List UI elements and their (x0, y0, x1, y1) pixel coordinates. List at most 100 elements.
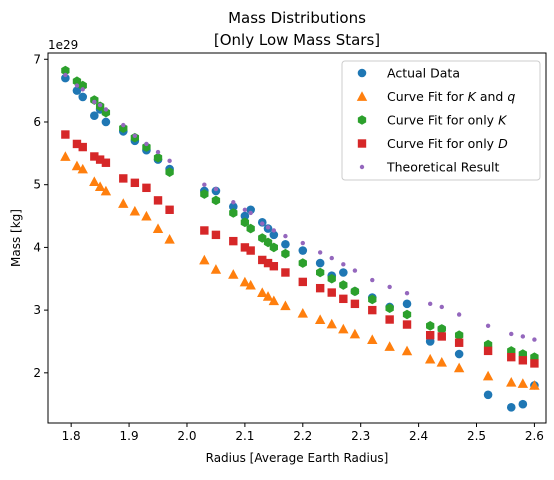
data-marks (60, 65, 540, 412)
data-point (71, 160, 83, 171)
legend-label: Actual Data (387, 66, 460, 81)
data-point (228, 269, 239, 279)
data-point (268, 295, 280, 306)
data-point (368, 294, 377, 305)
data-point (72, 139, 82, 149)
data-point (454, 330, 464, 340)
data-point (132, 133, 138, 138)
legend: Actual Data Curve Fit for K and q Curve Fi… (341, 60, 541, 181)
data-point (454, 338, 464, 347)
data-point (404, 290, 410, 296)
y-tick-label: 3 (33, 303, 41, 317)
data-point (242, 207, 248, 212)
data-point (314, 314, 326, 324)
data-point (338, 323, 349, 334)
data-point (349, 328, 361, 339)
data-point (265, 225, 271, 230)
data-point (281, 248, 290, 259)
y-tick-label: 2 (33, 366, 41, 380)
data-point (271, 228, 277, 233)
data-point (94, 181, 106, 191)
x-axis: 1.8 1.9 2.0 2.1 2.2 2.3 2.4 2.5 2.6 (62, 423, 544, 443)
x-tick-label: 2.0 (177, 429, 196, 443)
plot-frame (47, 52, 547, 424)
data-point (245, 279, 256, 290)
data-point (425, 331, 435, 340)
data-point (229, 236, 238, 246)
data-point (339, 280, 348, 290)
x-tick-label: 2.6 (525, 429, 544, 443)
data-point (424, 353, 436, 364)
data-point (200, 189, 209, 199)
data-point (327, 288, 336, 297)
data-point (402, 309, 412, 320)
data-point (453, 362, 465, 373)
data-point (152, 223, 164, 234)
data-point (119, 123, 128, 134)
data-point (78, 80, 87, 91)
data-point (339, 294, 348, 304)
data-point (315, 258, 325, 268)
data-point (385, 315, 394, 324)
data-point (77, 163, 88, 174)
data-point (483, 346, 493, 356)
data-point (153, 152, 163, 163)
data-point (269, 230, 279, 240)
data-point (100, 185, 112, 196)
data-point (507, 352, 516, 362)
data-point (101, 158, 111, 167)
legend-label: Curve Fit for only K (387, 113, 508, 128)
data-point (402, 299, 412, 309)
data-point (142, 183, 151, 193)
data-point (350, 286, 360, 297)
data-point (92, 99, 97, 105)
x-tick-label: 2.4 (409, 429, 428, 443)
data-point (231, 200, 236, 205)
data-point (315, 283, 325, 293)
data-point (229, 208, 238, 218)
data-point (80, 87, 85, 92)
data-point (262, 291, 274, 301)
data-point (260, 221, 265, 226)
series-theoretical-result (63, 72, 537, 342)
data-point (437, 332, 446, 341)
data-point (482, 370, 494, 381)
data-point (368, 305, 377, 315)
legend-label: Curve Fit for only D (387, 136, 508, 151)
data-point (385, 303, 394, 314)
y-tick-label: 7 (33, 52, 41, 66)
legend-label: Curve Fit for K and q (387, 89, 515, 104)
data-point (101, 117, 111, 127)
data-point (506, 377, 517, 387)
data-point (211, 230, 221, 240)
data-point (144, 141, 149, 147)
data-point (199, 254, 210, 265)
data-point (518, 356, 528, 365)
data-point (329, 255, 334, 261)
chart-subtitle: [Only Low Mass Stars] (214, 31, 380, 49)
data-point (367, 334, 378, 345)
data-point (248, 210, 253, 216)
data-point (352, 268, 358, 273)
data-point (63, 72, 68, 78)
data-point (532, 337, 537, 342)
data-point (61, 73, 70, 83)
legend-box (341, 60, 541, 181)
data-point (74, 83, 80, 88)
data-point (103, 107, 109, 112)
data-point (339, 268, 348, 277)
data-point (520, 334, 526, 339)
data-point (142, 142, 151, 152)
data-point (141, 210, 152, 221)
data-point (483, 390, 493, 400)
data-point (200, 226, 209, 235)
chart-title: Mass Distributions (228, 9, 366, 27)
legend-marker (359, 164, 365, 170)
data-point (517, 378, 529, 388)
data-point (121, 122, 126, 128)
data-point (269, 262, 279, 271)
data-point (485, 323, 491, 328)
data-point (316, 267, 325, 278)
data-point (384, 341, 395, 351)
